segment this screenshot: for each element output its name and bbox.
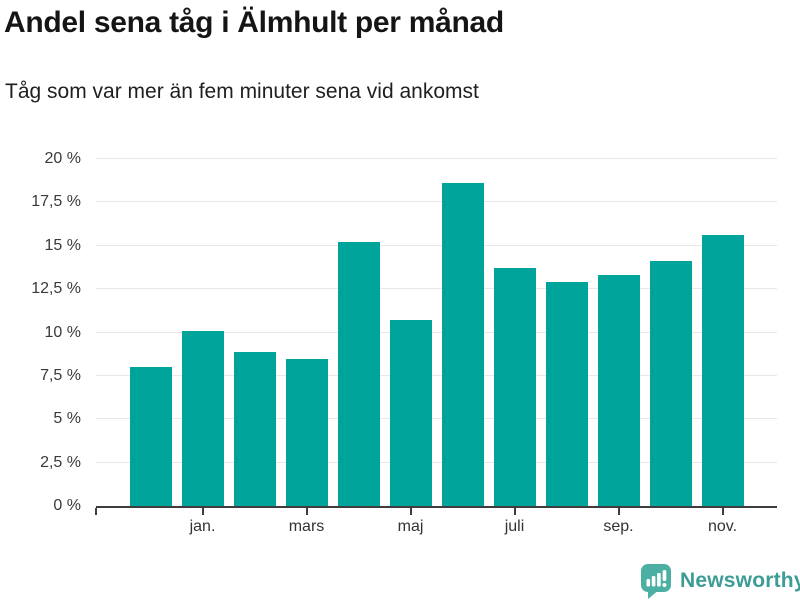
x-axis-tick-label: sep. bbox=[603, 518, 634, 535]
bar: jan. bbox=[181, 330, 224, 535]
bar-series: jan. mars maj juli sep. nov. bbox=[96, 159, 777, 535]
gridline bbox=[96, 201, 777, 203]
gridline bbox=[96, 158, 777, 159]
x-axis-tick-label: jan. bbox=[189, 518, 216, 535]
y-axis-tick-label: 17,5 % bbox=[31, 193, 81, 211]
y-axis-tick-label: 0 % bbox=[53, 497, 81, 514]
bar-chart-plot-area: 0 % 2,5 % 5 % 7,5 % 10 % 12,5 % 15 % 17,5 % 20 %… bbox=[31, 151, 777, 535]
chart-title: Andel sena tåg i Älmhult per månad bbox=[4, 6, 504, 39]
x-axis-tick-label: nov. bbox=[707, 518, 738, 535]
x-axis-tick bbox=[201, 508, 204, 515]
brand-footer: Newsworthy bbox=[641, 563, 800, 599]
bar bbox=[545, 282, 588, 506]
y-axis-tick-label: 7,5 % bbox=[40, 366, 81, 384]
gridline bbox=[96, 374, 777, 376]
bar bbox=[337, 242, 380, 506]
x-axis-tick-label: mars bbox=[288, 518, 325, 535]
gridline bbox=[96, 244, 777, 246]
bar bbox=[233, 351, 276, 506]
bar: sep. bbox=[597, 275, 640, 535]
x-axis-tick bbox=[617, 508, 620, 515]
gridline bbox=[96, 288, 777, 290]
y-axis-tick-label: 20 % bbox=[44, 150, 81, 167]
bar bbox=[129, 367, 172, 506]
bar: juli bbox=[493, 268, 536, 535]
x-axis-tick-label: maj bbox=[397, 518, 424, 535]
y-axis-tick-label: 12,5 % bbox=[31, 280, 81, 298]
x-axis-tick bbox=[409, 508, 412, 515]
x-axis-edge-tick bbox=[95, 508, 97, 515]
y-axis-tick-label: 15 % bbox=[44, 236, 81, 254]
bar: maj bbox=[389, 320, 432, 535]
y-axis-tick-label: 10 % bbox=[44, 323, 81, 341]
gridline bbox=[96, 461, 777, 463]
bar bbox=[441, 183, 484, 506]
gridline bbox=[96, 418, 777, 420]
x-axis-tick bbox=[721, 508, 724, 515]
gridline bbox=[96, 331, 777, 333]
y-axis-tick-label: 5 % bbox=[53, 410, 81, 428]
brand-name: Newsworthy bbox=[680, 569, 800, 592]
newsworthy-logo-icon bbox=[641, 563, 671, 599]
bar: mars bbox=[285, 358, 328, 535]
bar bbox=[649, 261, 692, 506]
chart-subtitle: Tåg som var mer än fem minuter sena vid … bbox=[5, 80, 479, 103]
y-axis-tick-label: 2,5 % bbox=[40, 453, 81, 471]
bar: nov. bbox=[701, 235, 744, 535]
x-axis-tick bbox=[305, 508, 308, 515]
x-axis-tick bbox=[513, 508, 516, 515]
x-axis-tick-label: juli bbox=[504, 518, 525, 535]
